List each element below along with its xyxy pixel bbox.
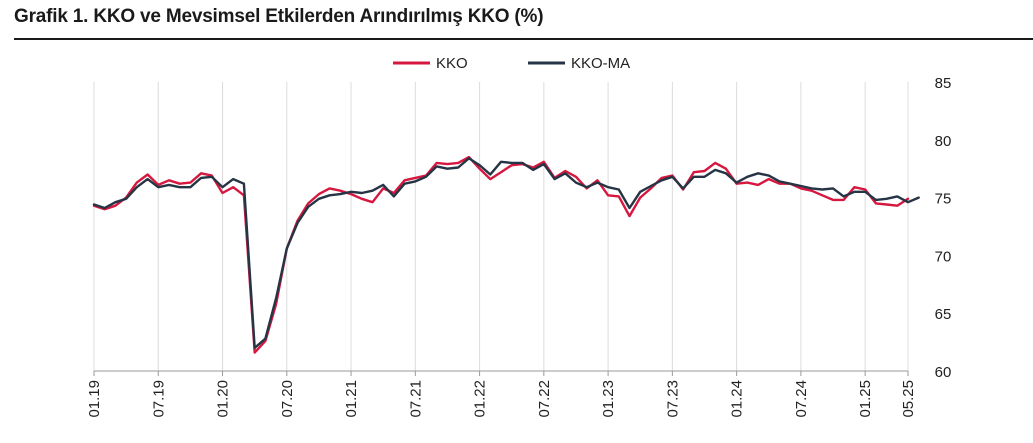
x-tick-label: 07.22 <box>536 380 553 418</box>
x-tick-label: 07.21 <box>407 380 424 418</box>
legend-label: KKO-MA <box>571 55 630 72</box>
x-tick-label: 01.21 <box>343 380 360 418</box>
x-tick-label: 01.19 <box>86 380 103 418</box>
y-tick-label: 70 <box>935 248 952 265</box>
x-tick-label: 01.23 <box>600 380 617 418</box>
series-line-kko-ma <box>92 157 920 350</box>
x-tick-label: 07.19 <box>150 380 167 418</box>
x-axis <box>93 370 909 376</box>
chart-title: Grafik 1. KKO ve Mevsimsel Etkilerden Ar… <box>14 6 544 27</box>
y-tick-label: 80 <box>935 133 952 150</box>
x-tick-label: 01.24 <box>729 380 746 418</box>
x-tick-label: 01.20 <box>215 380 232 418</box>
y-tick-label: 60 <box>935 364 952 381</box>
title-underline <box>14 38 1033 40</box>
x-tick-labels: 01.19 07.19 01.20 07.20 01.21 07.21 01.22 07.22… <box>86 380 917 418</box>
y-axis: 60 65 70 75 80 85 <box>935 75 952 381</box>
series-line-kko <box>92 155 910 354</box>
x-tick-label: 05.25 <box>900 380 917 418</box>
x-tick-label: 07.24 <box>793 380 810 418</box>
y-tick-label: 65 <box>935 306 952 323</box>
series-lines <box>92 155 920 354</box>
x-tick-label: 01.25 <box>857 380 874 418</box>
legend-label: KKO <box>436 55 468 72</box>
x-tick-label: 01.22 <box>472 380 489 418</box>
y-tick-label: 85 <box>935 75 952 92</box>
x-tick-label: 07.23 <box>664 380 681 418</box>
x-tick-label: 07.20 <box>279 380 296 418</box>
legend: KKO KKO-MA <box>393 55 630 72</box>
y-tick-label: 75 <box>935 191 952 208</box>
grid-lines <box>93 82 909 371</box>
